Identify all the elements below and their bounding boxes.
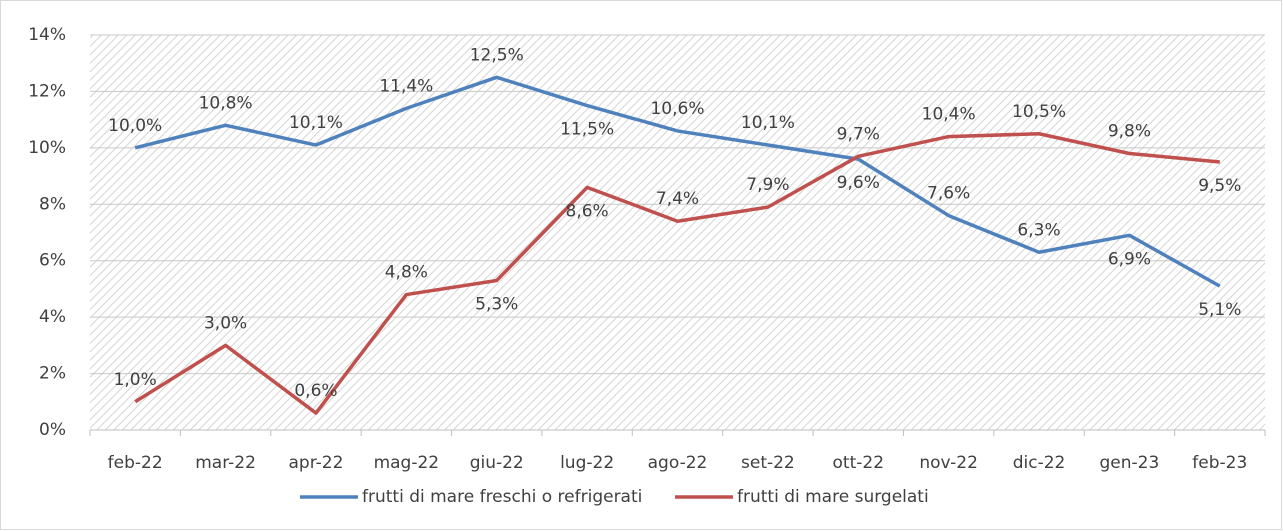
x-tick-label: lug-22: [560, 453, 614, 473]
data-label: 10,1%: [289, 113, 343, 133]
data-label: 10,0%: [108, 116, 162, 136]
data-label: 9,7%: [837, 124, 880, 144]
x-tick-label: feb-22: [108, 453, 163, 473]
plot-area: [90, 35, 1265, 430]
data-label: 11,4%: [379, 76, 433, 96]
x-tick-label: apr-22: [289, 453, 344, 473]
y-tick-label: 0%: [39, 420, 66, 440]
data-label: 1,0%: [114, 370, 157, 390]
data-label: 10,4%: [922, 105, 976, 125]
data-label: 4,8%: [385, 263, 428, 283]
data-label: 6,9%: [1108, 249, 1151, 269]
data-label: 11,5%: [560, 120, 614, 140]
x-tick-label: gen-23: [1100, 453, 1160, 473]
data-label: 8,6%: [566, 201, 609, 221]
y-tick-label: 6%: [39, 251, 66, 271]
x-tick-label: set-22: [741, 453, 795, 473]
data-label: 10,8%: [199, 93, 253, 113]
y-tick-label: 12%: [28, 81, 66, 101]
data-label: 7,6%: [927, 184, 970, 204]
x-tick-label: ott-22: [833, 453, 885, 473]
x-tick-label: mar-22: [195, 453, 256, 473]
legend-label: frutti di mare surgelati: [737, 487, 929, 507]
data-label: 0,6%: [294, 381, 337, 401]
data-label: 10,5%: [1012, 102, 1066, 122]
y-tick-label: 2%: [39, 364, 66, 384]
x-tick-label: feb-23: [1192, 453, 1247, 473]
data-label: 7,9%: [746, 175, 789, 195]
y-tick-label: 14%: [28, 25, 66, 45]
data-label: 9,6%: [837, 173, 880, 193]
data-label: 6,3%: [1017, 220, 1060, 240]
x-tick-label: dic-22: [1013, 453, 1066, 473]
data-label: 5,1%: [1198, 300, 1241, 320]
x-tick-label: mag-22: [374, 453, 440, 473]
x-tick-label: ago-22: [648, 453, 708, 473]
data-label: 9,5%: [1198, 176, 1241, 196]
data-label: 5,3%: [475, 294, 518, 314]
x-tick-label: giu-22: [470, 453, 524, 473]
y-tick-label: 8%: [39, 194, 66, 214]
y-tick-label: 4%: [39, 307, 66, 327]
series-line: [134, 75, 1221, 288]
series-line: [134, 132, 1220, 415]
legend-label: frutti di mare freschi o refrigerati: [362, 487, 642, 507]
y-tick-label: 10%: [28, 138, 66, 158]
data-label: 10,6%: [650, 99, 704, 119]
data-label: 9,8%: [1108, 122, 1151, 142]
data-label: 7,4%: [656, 189, 699, 209]
data-label: 3,0%: [204, 313, 247, 333]
x-tick-label: nov-22: [919, 453, 978, 473]
data-label: 12,5%: [470, 45, 524, 65]
data-label: 10,1%: [741, 113, 795, 133]
